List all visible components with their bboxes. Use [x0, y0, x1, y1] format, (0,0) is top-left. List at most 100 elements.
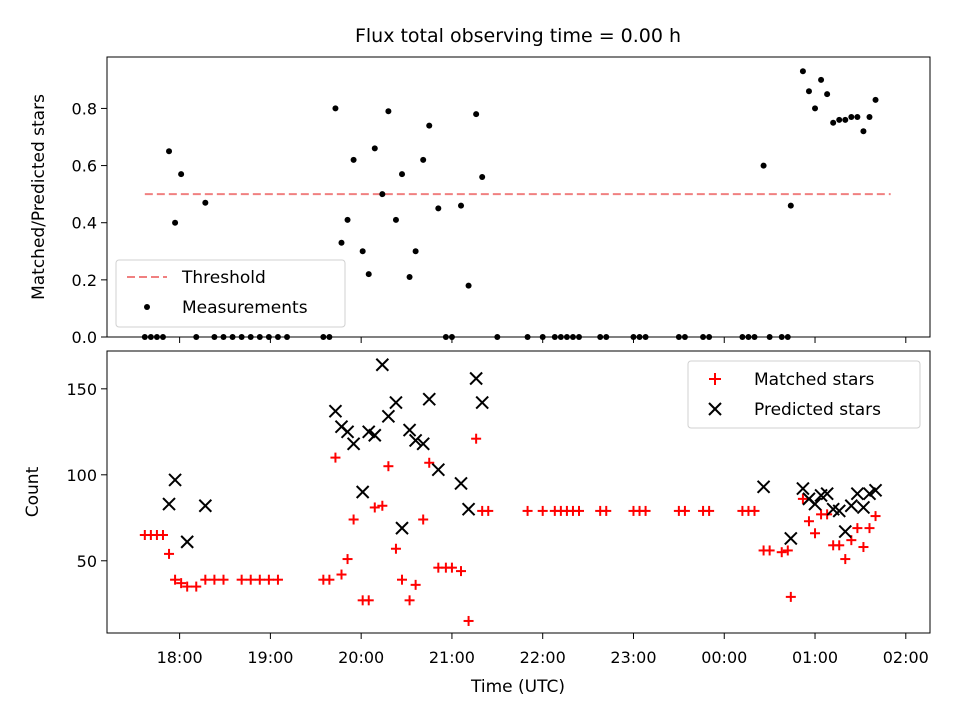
measurement-point — [147, 334, 154, 340]
ratio-panel-frame — [106, 56, 931, 338]
matched-stars-point — [471, 433, 482, 444]
measurement-point — [603, 334, 610, 340]
predicted-stars-point — [340, 425, 355, 439]
matched-stars-point — [601, 505, 612, 516]
matched-stars-point — [176, 578, 187, 589]
measurement-point — [642, 334, 649, 340]
ratio-legend-frame — [115, 259, 346, 328]
measurements-legend-swatch — [144, 304, 150, 310]
measurement-point — [557, 334, 564, 340]
count-y-axis: 50 100 150 — [66, 380, 107, 571]
predicted-stars-point — [756, 480, 771, 494]
matched-stars-point — [785, 591, 796, 602]
measurement-point — [860, 128, 867, 135]
measurement-point — [700, 334, 707, 340]
count-y-tick-label: 100 — [66, 466, 97, 485]
matched-stars-point — [170, 574, 181, 585]
measurement-point — [406, 274, 413, 280]
measurement-point — [751, 334, 758, 340]
predicted-stars-point — [868, 483, 883, 497]
measurement-point — [247, 334, 254, 340]
matched-stars-point — [263, 574, 274, 585]
matched-stars-point — [810, 528, 821, 539]
measurement-point — [824, 91, 831, 98]
measurement-point — [344, 216, 351, 223]
measurement-point — [435, 205, 442, 212]
ratio-y-tick-label: 0.0 — [72, 328, 97, 347]
matched-stars-point — [369, 502, 380, 513]
count-x-tick-label: 00:00 — [701, 648, 747, 667]
measurement-point — [166, 148, 173, 155]
measurement-point — [479, 174, 486, 180]
predicted-stars-point — [862, 487, 877, 501]
predicted-stars-point — [832, 504, 846, 518]
matched-stars-point — [209, 574, 220, 585]
ratio-panel: 0.00.20.40.60.8 Matched/Predicted stars … — [29, 56, 931, 347]
measurement-point — [524, 334, 531, 340]
ratio-y-tick-label: 0.8 — [72, 99, 97, 118]
measurement-point — [551, 334, 558, 340]
predicted-stars-point — [850, 487, 865, 501]
measurement-point — [494, 334, 501, 340]
measurement-point — [420, 156, 427, 163]
predicted-legend-label: Predicted stars — [754, 400, 881, 420]
measurement-point — [172, 219, 179, 226]
matched-stars-point — [342, 554, 353, 565]
ratio-legend: Threshold Measurements — [115, 259, 346, 328]
count-x-axis: 18:00 19:00 20:00 21:00 22:00 23:00 00:00 01:00… — [157, 633, 929, 667]
chart-title: Flux total observing time = 0.00 h — [355, 25, 681, 47]
measurement-point — [178, 171, 185, 178]
matched-stars-point — [522, 505, 533, 516]
measurement-point — [805, 88, 812, 95]
count-x-tick-label: 21:00 — [429, 648, 475, 667]
count-y-tick-label: 50 — [77, 552, 97, 571]
matched-stars-point — [236, 574, 247, 585]
predicted-stars-point — [346, 437, 361, 451]
measurement-point — [569, 334, 576, 340]
count-points — [139, 358, 883, 626]
count-x-tick-label: 22:00 — [520, 648, 566, 667]
ratio-y-tick-label: 0.4 — [72, 214, 97, 233]
matched-stars-point — [377, 500, 388, 511]
measurement-points — [141, 68, 879, 340]
predicted-stars-point — [422, 392, 436, 406]
matched-stars-point — [254, 574, 265, 585]
measurement-point — [284, 334, 291, 340]
measurement-point — [379, 191, 386, 198]
predicted-stars-point — [375, 358, 390, 372]
measurement-point — [153, 334, 160, 340]
predicted-stars-point — [461, 502, 476, 516]
count-legend: Matched stars Predicted stars — [687, 360, 921, 429]
matched-stars-point — [782, 545, 793, 556]
matched-stars-point — [245, 574, 256, 585]
measurement-point — [675, 334, 682, 340]
predicted-stars-point — [180, 535, 194, 549]
matched-stars-point — [272, 574, 283, 585]
count-x-tick-label: 18:00 — [157, 648, 203, 667]
measurement-point — [141, 334, 148, 340]
predicted-stars-point — [328, 404, 343, 418]
predicted-stars-point — [784, 531, 798, 546]
ratio-y-axis: 0.0 0.2 0.4 0.6 0.8 — [72, 99, 107, 347]
matched-stars-point — [397, 574, 408, 585]
count-x-tick-label: 23:00 — [610, 648, 656, 667]
predicted-stars-point — [820, 487, 834, 501]
measurement-point — [220, 334, 227, 340]
measurement-point — [872, 96, 879, 103]
measurement-point — [848, 114, 855, 120]
measurement-point — [597, 334, 604, 340]
threshold-legend-label: Threshold — [181, 268, 266, 288]
measurement-point — [371, 145, 378, 152]
measurement-point — [842, 116, 849, 123]
count-y-tick-label: 150 — [66, 380, 97, 399]
measurement-point — [576, 334, 583, 340]
measurement-point — [799, 68, 806, 75]
matched-stars-point — [324, 574, 335, 585]
matched-stars-point — [404, 595, 415, 606]
predicted-stars-point — [389, 395, 403, 410]
matched-stars-point — [424, 457, 435, 468]
measurement-point — [836, 116, 843, 123]
predicted-stars-point — [838, 524, 852, 539]
measurement-point — [350, 156, 357, 163]
predicted-stars-point — [168, 473, 182, 487]
